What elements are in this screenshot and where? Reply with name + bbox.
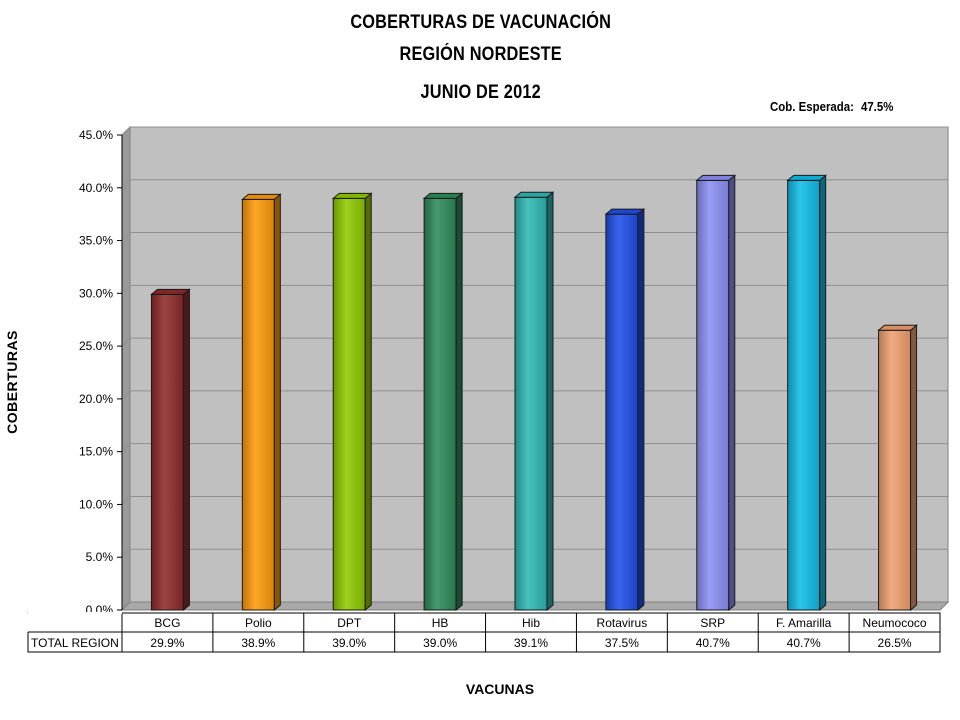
expected-coverage: Cob. Esperada: 47.5% [770,99,893,114]
gridline [121,179,948,189]
x-tick-label: Rotavirus [597,616,648,630]
bar-front [332,197,366,611]
data-label: 38.9% [241,636,275,650]
gridline [121,232,948,241]
y-tick-label: 25.0% [79,339,113,353]
bar-side [546,191,554,612]
gridline [121,126,948,136]
bar-top [240,193,282,200]
data-label: 37.5% [605,636,639,650]
bar-top [604,208,646,215]
y-tick-label: 5.0% [86,550,114,564]
x-tick-label: SRP [700,616,725,630]
bar-top [331,192,373,199]
x-tick-label: F. Amarilla [776,616,832,630]
bar-front [878,329,912,611]
bar-side [273,193,281,612]
bar-top [422,192,464,199]
bar-side [728,174,736,612]
gridline [121,495,948,505]
bar-side [910,324,918,612]
bar-srp [695,174,737,612]
data-label: 39.0% [332,636,366,650]
bar-side [455,192,463,612]
bar-f-amarilla [786,174,828,612]
gridline [121,337,948,347]
bar-top [786,174,828,181]
chart-subtitle: REGIÓN NORDESTE [399,44,562,65]
bar-polio [240,193,282,612]
y-tick-label: 30.0% [79,286,113,300]
data-label: 29.9% [150,636,184,650]
x-tick-label: Hib [522,616,540,630]
y-tick-label: 45.0% [79,128,113,142]
bar-front [150,293,184,611]
bar-bcg [150,288,191,612]
table-row-label: TOTAL REGION [31,636,119,650]
bar-front [696,179,730,611]
gridline [121,443,948,453]
x-tick-label: Polio [245,616,272,630]
plot-side-wall [121,125,131,612]
chart-period: JUNIO DE 2012 [420,82,541,103]
bar-front [423,197,457,611]
y-tick-label: 20.0% [79,392,113,406]
bar-front [605,213,639,611]
bar-hib [513,191,555,612]
bar-side [637,208,645,612]
gridline [121,284,948,294]
y-tick-label: 40.0% [79,181,113,195]
data-label: 39.0% [423,636,457,650]
y-tick-label: 35.0% [79,234,113,248]
bar-side [819,174,827,612]
x-tick-label: BCG [154,616,180,630]
x-axis-label: VACUNAS [465,681,535,697]
expected-coverage-value: 47.5% [860,99,894,114]
bar-front [787,179,821,611]
x-tick-label: HB [432,616,449,630]
bar-front [241,198,275,611]
bar-top [877,324,918,331]
y-tick-label: 0.0% [86,603,114,617]
data-label: 26.5% [878,636,912,650]
bar-rotavirus [604,208,646,612]
data-label: 40.7% [787,636,821,650]
bar-hb [422,192,464,612]
bar-front [514,196,548,611]
x-tick-label: DPT [337,616,362,630]
bar-dpt [331,192,373,612]
x-tick-label: Neumococo [863,616,927,630]
bar-top [695,174,737,181]
y-tick-label: 10.0% [79,497,113,511]
data-label: 40.7% [696,636,730,650]
gridline [121,548,948,558]
bar-top [150,288,191,295]
y-tick-label: 15.0% [79,445,113,459]
bar-neumococo [877,324,918,612]
data-label: 39.1% [514,636,548,650]
bar-side [364,192,372,612]
expected-coverage-label: Cob. Esperada: [770,99,854,114]
bar-top [513,191,555,198]
bar-side [182,288,190,612]
gridline [121,390,948,400]
chart-title: COBERTURAS DE VACUNACIÓN [350,12,612,33]
